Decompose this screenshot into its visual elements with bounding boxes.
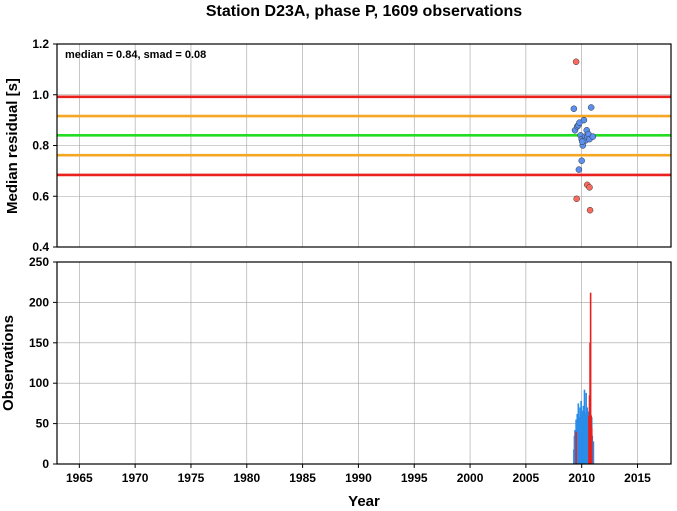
data-point [570, 105, 578, 112]
x-tick-label: 2005 [513, 471, 540, 485]
observations-y-ticks: 0 50 100 150 200 250 [29, 255, 57, 471]
observation-bar [592, 441, 595, 464]
observations-panel: 0 50 100 150 200 250 1965 1970 1975 1980 1985 1990… [0, 255, 672, 510]
residual-panel: 0.4 0.6 0.8 1.0 1.2 median = 0.84, smad = 0.… [4, 37, 672, 254]
data-point [578, 138, 586, 145]
x-tick-label: 1970 [122, 471, 149, 485]
residual-y-axis-label: Median residual [s] [4, 78, 21, 214]
data-point [572, 58, 580, 66]
data-point [589, 133, 597, 140]
reference-lines [57, 95, 671, 177]
data-point [586, 184, 593, 191]
y-tick-label: 0.8 [32, 139, 49, 153]
observation-bar [589, 292, 592, 464]
y-tick-label: 250 [29, 255, 49, 269]
observations-plot-frame [56, 261, 672, 465]
chart-title: Station D23A, phase P, 1609 observations [206, 3, 522, 20]
y-tick-label: 0.6 [32, 189, 49, 203]
data-point [586, 206, 594, 214]
x-tick-label: 1975 [178, 471, 205, 485]
data-point [575, 166, 583, 173]
residual-grid [57, 43, 671, 248]
y-tick-label: 1.0 [32, 88, 49, 102]
y-tick-label: 200 [29, 295, 49, 309]
data-point [580, 116, 588, 124]
data-point [578, 157, 585, 164]
data-point [573, 195, 580, 203]
y-tick-label: 0.4 [32, 240, 49, 254]
y-tick-label: 1.2 [32, 37, 49, 51]
x-tick-label: 2010 [568, 471, 595, 485]
observation-bar [590, 427, 593, 464]
x-tick-label: 2000 [457, 471, 484, 485]
data-point [587, 104, 595, 111]
y-tick-label: 0 [42, 457, 49, 471]
y-tick-label: 100 [29, 376, 49, 390]
x-tick-label: 1980 [233, 471, 260, 485]
residual-points [570, 58, 597, 214]
x-tick-label: 1995 [401, 471, 428, 485]
y-tick-label: 150 [29, 336, 49, 350]
median-smad-annotation: median = 0.84, smad = 0.08 [65, 49, 206, 61]
residual-plot-frame [56, 43, 672, 248]
x-tick-label: 1985 [289, 471, 316, 485]
year-x-ticks: 1965 1970 1975 1980 1985 1990 1995 2000 2005 2010… [66, 464, 651, 485]
observations-y-axis-label: Observations [0, 315, 17, 411]
year-x-axis-label: Year [348, 493, 380, 510]
x-tick-label: 2015 [624, 471, 651, 485]
x-tick-label: 1965 [66, 471, 93, 485]
y-tick-label: 50 [36, 417, 50, 431]
x-tick-label: 1990 [345, 471, 372, 485]
observation-bar [575, 431, 577, 464]
observations-bars [573, 292, 595, 464]
residual-y-ticks: 0.4 0.6 0.8 1.0 1.2 [32, 37, 57, 254]
